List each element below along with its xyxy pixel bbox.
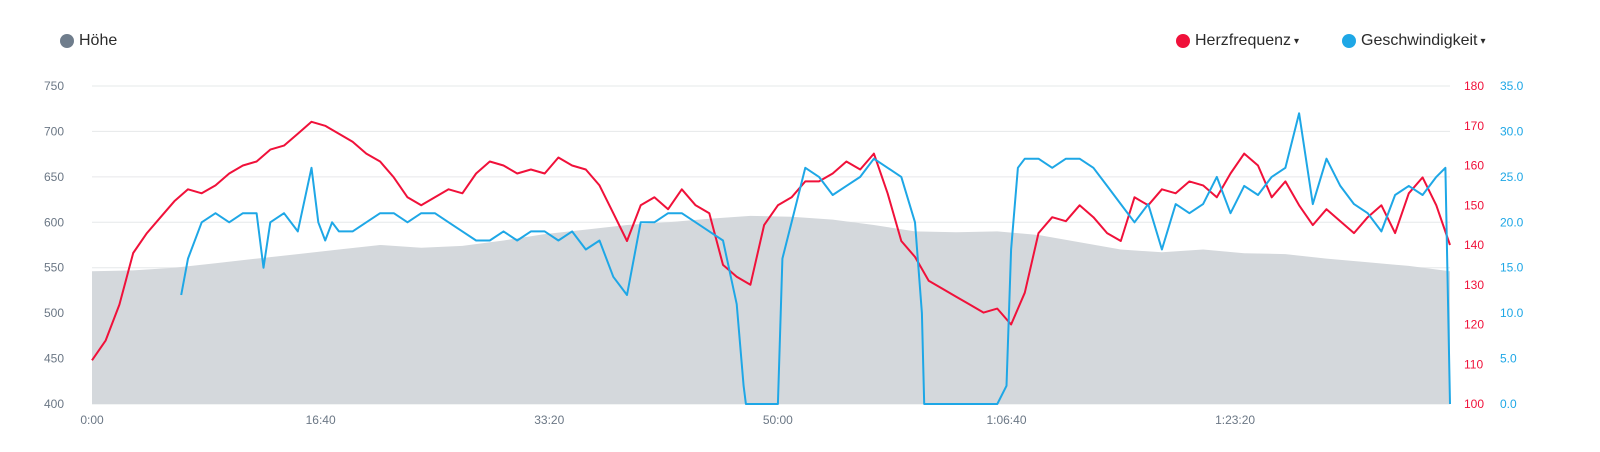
legend-elevation[interactable]: Höhe — [60, 32, 117, 50]
heart-rate-axis-tick-label: 160 — [1464, 159, 1484, 173]
x-axis-tick-label: 0:00 — [80, 413, 104, 427]
left-axis-tick-label: 600 — [44, 215, 64, 229]
legend-elevation-dot — [60, 34, 74, 48]
heart-rate-dropdown-caret-icon[interactable]: ▾ — [1294, 35, 1300, 47]
heart-rate-axis-tick-label: 180 — [1464, 79, 1484, 93]
heart-rate-axis-tick-label: 110 — [1464, 357, 1483, 371]
x-axis-tick-label: 1:23:20 — [1215, 413, 1255, 427]
legend-speed[interactable]: Geschwindigkeit ▾ — [1342, 32, 1486, 50]
speed-line — [180, 112, 1451, 405]
heart-rate-axis-tick-label: 140 — [1464, 238, 1484, 252]
heart-rate-axis-tick-label: 150 — [1464, 198, 1484, 212]
left-axis-tick-label: 750 — [44, 79, 64, 93]
legend-speed-label: Geschwindigkeit — [1361, 32, 1478, 49]
left-axis-tick-label: 500 — [44, 306, 64, 320]
heart-rate-axis-tick-label: 100 — [1464, 397, 1484, 411]
x-axis-tick-label: 33:20 — [534, 413, 564, 427]
left-axis-tick-label: 650 — [44, 170, 64, 184]
heart-rate-axis-tick-label: 120 — [1464, 318, 1484, 332]
left-axis-tick-label: 450 — [44, 352, 64, 366]
heart-rate-axis-tick-label: 130 — [1464, 278, 1484, 292]
legend-heart-rate-label: Herzfrequenz — [1195, 32, 1292, 49]
x-axis-tick-label: 1:06:40 — [986, 413, 1026, 427]
legend-heart-rate[interactable]: Herzfrequenz ▾ — [1176, 32, 1299, 50]
elevation-area — [92, 215, 1450, 404]
speed-axis-tick-label: 35.0 — [1500, 79, 1524, 93]
legend-speed-dot — [1342, 34, 1356, 48]
speed-axis-tick-label: 25.0 — [1500, 170, 1524, 184]
speed-axis-tick-label: 20.0 — [1500, 215, 1524, 229]
speed-axis-tick-label: 5.0 — [1500, 352, 1517, 366]
x-axis-tick-label: 50:00 — [763, 413, 793, 427]
x-axis-tick-label: 16:40 — [306, 413, 336, 427]
speed-axis-tick-label: 15.0 — [1500, 261, 1524, 275]
speed-axis-tick-label: 30.0 — [1500, 124, 1524, 138]
left-axis-tick-label: 400 — [44, 397, 64, 411]
heart-rate-axis-tick-label: 170 — [1464, 119, 1484, 133]
speed-axis-tick-label: 0.0 — [1500, 397, 1517, 411]
speed-axis-tick-label: 10.0 — [1500, 306, 1524, 320]
left-axis-tick-label: 700 — [44, 124, 64, 138]
left-axis-tick-label: 550 — [44, 261, 64, 275]
legend-elevation-label: Höhe — [79, 32, 118, 49]
heart-rate-line — [91, 120, 1451, 361]
legend-heart-rate-dot — [1176, 34, 1190, 48]
speed-dropdown-caret-icon[interactable]: ▾ — [1480, 35, 1486, 47]
